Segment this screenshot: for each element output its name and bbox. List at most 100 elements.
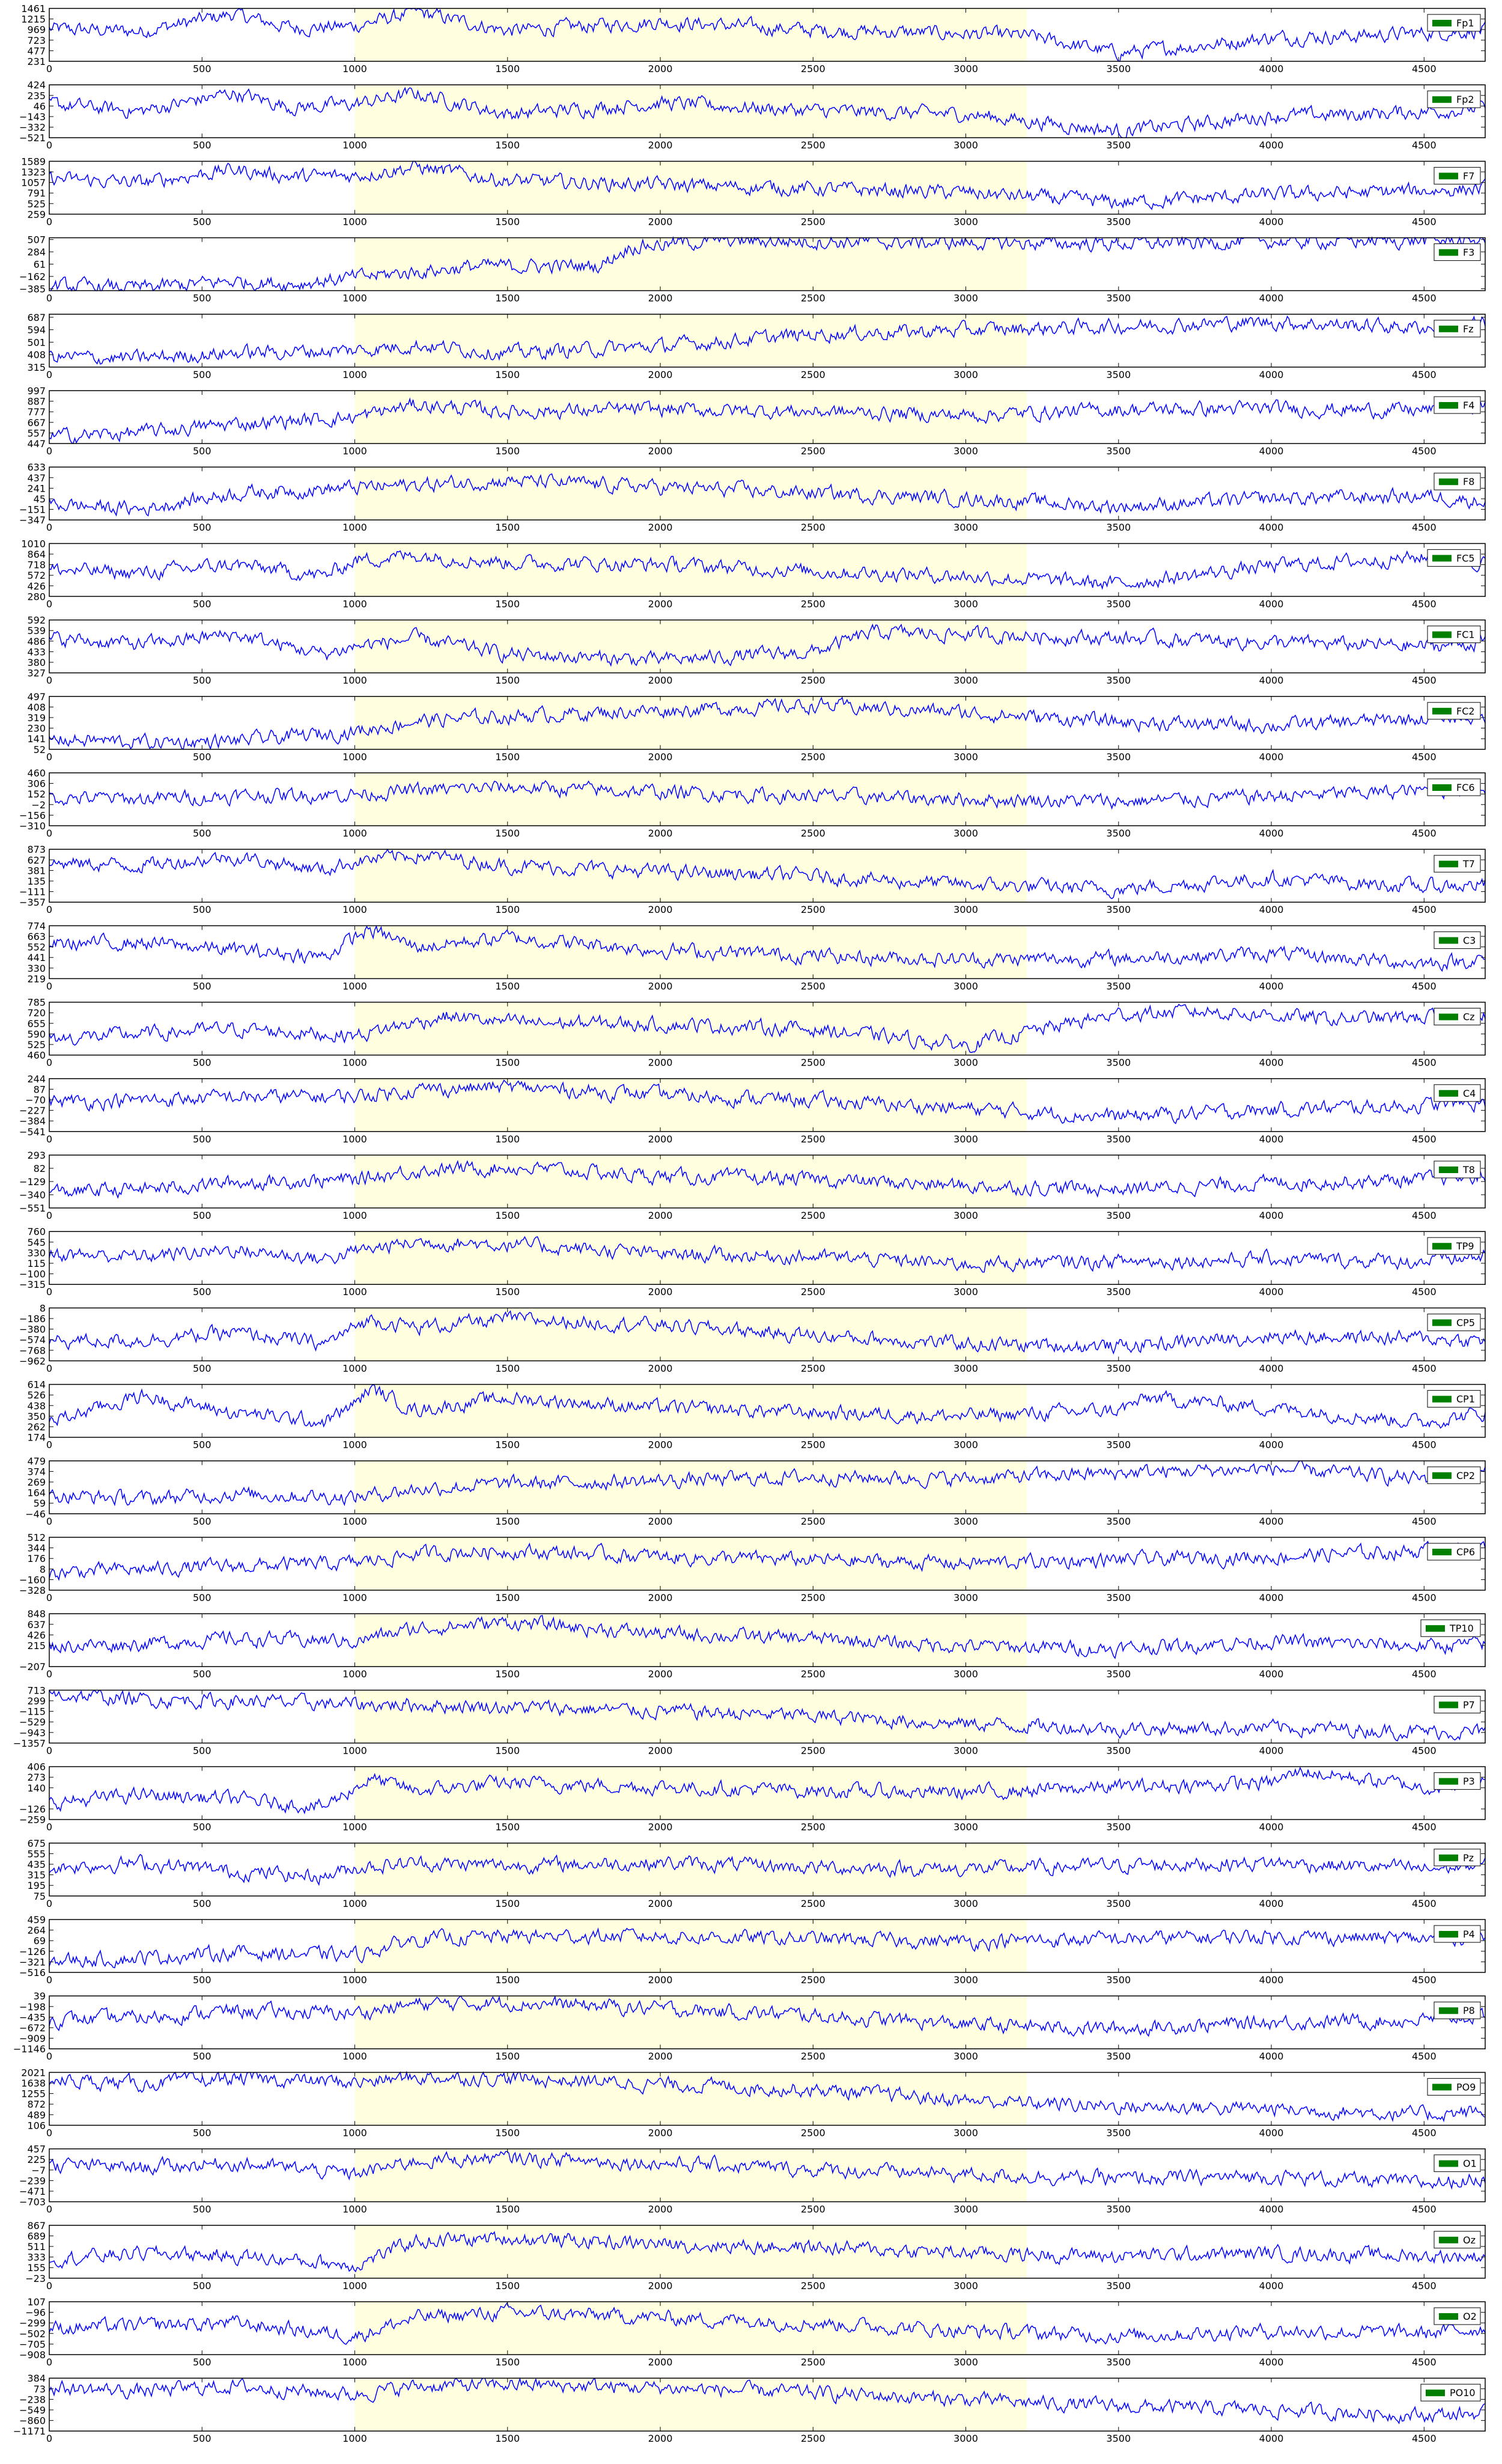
x-tick-label: 2000: [648, 1822, 673, 1833]
signal-trace: [49, 1853, 1486, 1886]
x-tick-label: 3000: [953, 1516, 978, 1527]
x-tick-label: 1500: [495, 1974, 520, 1986]
legend-swatch: [1439, 2236, 1458, 2243]
x-tick-label: 500: [193, 904, 211, 915]
x-tick-label: 2000: [648, 139, 673, 151]
x-tick-label: 0: [46, 139, 52, 151]
x-tick-label: 1500: [495, 598, 520, 609]
x-tick-label: 3500: [1106, 1210, 1131, 1221]
y-tick-label: 82: [34, 1163, 46, 1174]
signal-trace: [49, 1460, 1486, 1507]
x-tick-label: 3000: [953, 1898, 978, 1909]
x-tick-label: 3500: [1106, 369, 1131, 380]
legend-label: Fp2: [1456, 94, 1474, 105]
x-tick-label: 1000: [342, 63, 367, 75]
y-tick-label: 718: [27, 560, 46, 571]
x-tick-label: 1000: [342, 1592, 367, 1603]
legend-label: Fz: [1463, 323, 1474, 335]
x-tick-label: 500: [193, 139, 211, 151]
x-tick-label: 1500: [495, 2356, 520, 2368]
highlight-band: [354, 773, 1027, 826]
x-tick-label: 1000: [342, 1745, 367, 1756]
x-tick-label: 0: [46, 63, 52, 75]
y-tick-label: 408: [27, 701, 46, 713]
y-tick-label: −115: [19, 1706, 46, 1718]
x-tick-label: 3500: [1106, 828, 1131, 839]
legend-label: FC6: [1456, 782, 1475, 793]
signal-trace: [49, 473, 1486, 517]
legend-swatch: [1439, 1166, 1458, 1173]
x-tick-label: 4500: [1412, 2356, 1437, 2368]
signal-trace: [49, 1310, 1486, 1355]
x-tick-label: 500: [193, 1516, 211, 1527]
signal-trace: [49, 1079, 1486, 1124]
x-tick-label: 1000: [342, 675, 367, 686]
x-tick-label: 2000: [648, 2204, 673, 2215]
x-tick-label: 4000: [1259, 2433, 1284, 2444]
axes-frame: [49, 2301, 1486, 2355]
y-tick-label: 61: [34, 259, 46, 270]
axes-frame: [49, 84, 1486, 138]
x-tick-label: 2000: [648, 1210, 673, 1221]
x-tick-label: 2000: [648, 2051, 673, 2062]
x-tick-label: 4500: [1412, 2051, 1437, 2062]
legend-swatch: [1432, 555, 1452, 562]
legend-label: FC2: [1456, 706, 1475, 717]
x-tick-label: 2500: [801, 1286, 825, 1298]
y-tick-label: 174: [27, 1432, 46, 1444]
x-tick-label: 4000: [1259, 1974, 1284, 1986]
x-tick-label: 3000: [953, 980, 978, 992]
x-tick-label: 1500: [495, 445, 520, 457]
highlight-band: [354, 85, 1027, 138]
legend-label: Oz: [1463, 2234, 1476, 2246]
x-tick-label: 3500: [1106, 2051, 1131, 2062]
x-tick-label: 4500: [1412, 1745, 1437, 1756]
y-tick-label: 479: [27, 1456, 46, 1467]
signal-trace: [49, 7, 1486, 62]
x-tick-label: 500: [193, 751, 211, 763]
y-tick-label: −516: [19, 1967, 46, 1978]
y-tick-label: −908: [19, 2349, 46, 2361]
y-tick-label: 264: [27, 1925, 46, 1936]
y-tick-label: −328: [19, 1585, 46, 1596]
y-tick-label: 590: [27, 1028, 46, 1040]
y-tick-label: 273: [27, 1772, 46, 1783]
y-tick-label: 637: [27, 1619, 46, 1630]
x-tick-label: 1500: [495, 369, 520, 380]
axes-frame: [49, 619, 1486, 674]
x-tick-label: 1000: [342, 1286, 367, 1298]
x-tick-label: 3500: [1106, 63, 1131, 75]
x-tick-label: 1000: [342, 445, 367, 457]
x-tick-label: 3500: [1106, 1133, 1131, 1145]
y-tick-label: 997: [27, 385, 46, 397]
x-tick-label: 2000: [648, 1745, 673, 1756]
x-tick-label: 0: [46, 828, 52, 839]
x-tick-label: 500: [193, 1745, 211, 1756]
y-tick-label: 723: [27, 35, 46, 46]
x-tick-label: 500: [193, 1974, 211, 1986]
x-tick-label: 500: [193, 1057, 211, 1069]
highlight-band: [354, 543, 1027, 597]
x-tick-label: 500: [193, 1822, 211, 1833]
x-tick-label: 0: [46, 675, 52, 686]
highlight-band: [354, 391, 1027, 444]
y-tick-label: 115: [27, 1258, 46, 1269]
x-tick-label: 4000: [1259, 2356, 1284, 2368]
x-tick-label: 2000: [648, 369, 673, 380]
y-tick-label: −310: [19, 820, 46, 832]
y-tick-label: 457: [27, 2144, 46, 2155]
y-tick-label: −321: [19, 1956, 46, 1968]
y-tick-label: 299: [27, 1695, 46, 1707]
y-tick-label: 333: [27, 2252, 46, 2263]
x-tick-label: 4500: [1412, 1898, 1437, 1909]
highlight-band: [354, 2225, 1027, 2278]
x-tick-label: 0: [46, 369, 52, 380]
x-tick-label: 1000: [342, 2433, 367, 2444]
x-tick-label: 0: [46, 1668, 52, 1680]
x-tick-label: 0: [46, 1822, 52, 1833]
